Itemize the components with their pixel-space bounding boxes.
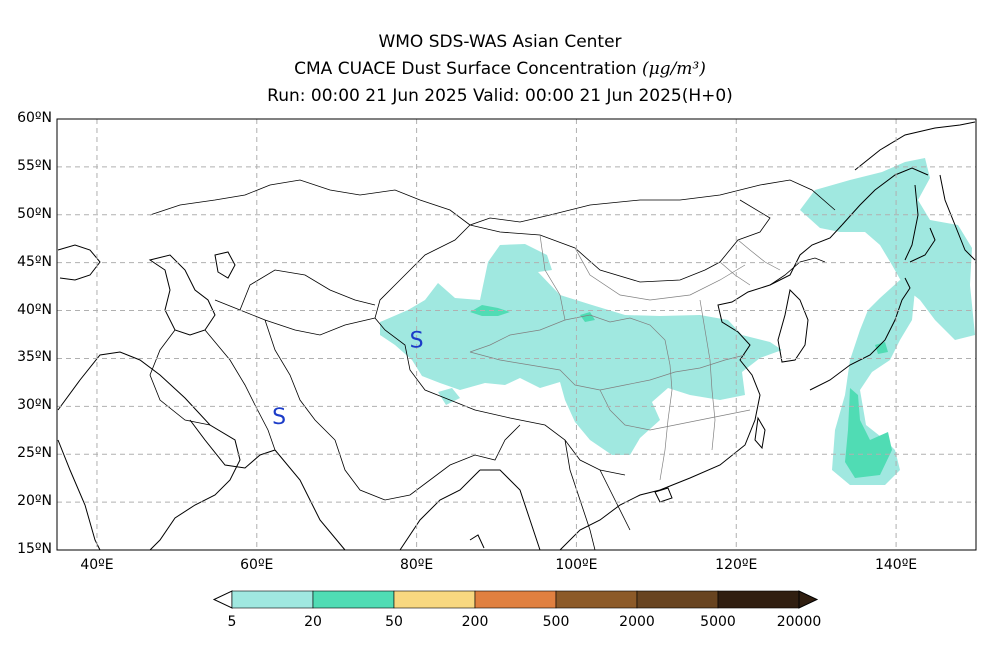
coast-sri-lanka xyxy=(469,534,485,549)
dust-shading xyxy=(380,158,975,485)
map-frame xyxy=(56,118,977,551)
prov-tibet-qinghai xyxy=(469,351,601,391)
dust-area-patch-3 xyxy=(438,388,460,405)
lat-label: 20ºN xyxy=(17,493,52,510)
colorbar-bin xyxy=(636,590,719,609)
coast-okhotsk xyxy=(841,167,976,261)
title-unit: (μg/m³) xyxy=(642,59,706,79)
lon-label: 40ºE xyxy=(80,557,114,573)
colorbar-tick-label: 5 xyxy=(227,614,237,630)
lon-label: 100ºE xyxy=(555,557,598,573)
prov-gansu xyxy=(564,314,666,341)
title-variable: CMA CUACE Dust Surface Concentration xyxy=(294,59,642,79)
prov-inner-mongolia xyxy=(574,247,746,301)
colorbar-under-arrow xyxy=(212,590,233,609)
colorbar xyxy=(212,590,819,609)
prov-south xyxy=(599,389,751,431)
border-iran-afghan xyxy=(149,329,276,451)
lon-label: 60ºE xyxy=(240,557,274,573)
dust-area-patch-1 xyxy=(580,312,595,322)
coast-red-sea xyxy=(57,439,101,551)
lat-label: 45ºN xyxy=(17,253,52,270)
coast-bay-bengal xyxy=(480,469,541,551)
lat-label: 35ºN xyxy=(17,349,52,366)
prov-xinjiang-east xyxy=(469,234,566,353)
border-central-asia xyxy=(214,269,376,441)
coast-aral xyxy=(214,251,236,279)
lat-lon-grid xyxy=(57,119,976,550)
colorbar-tick-label: 20000 xyxy=(776,614,822,630)
colorbar-tick-label: 200 xyxy=(461,614,489,630)
country-borders xyxy=(149,179,836,551)
colorbar-bin xyxy=(717,590,800,609)
colorbar-bin xyxy=(474,590,557,609)
lat-label: 30ºN xyxy=(17,397,52,414)
dust-area-central-asia xyxy=(380,244,782,455)
coast-korea xyxy=(777,288,809,363)
coast-taiwan xyxy=(754,416,766,450)
prov-meridional-2 xyxy=(699,299,716,451)
lat-label: 55ºN xyxy=(17,157,52,174)
lat-label: 25ºN xyxy=(17,445,52,462)
province-borders xyxy=(469,234,781,481)
border-indochina xyxy=(564,439,631,551)
title-line-1: WMO SDS-WAS Asian Center xyxy=(378,32,622,52)
coast-gulf-arabia xyxy=(189,419,276,469)
title-line-3: Run: 00:00 21 Jun 2025 Valid: 00:00 21 J… xyxy=(267,86,733,106)
colorbar-tick-label: 500 xyxy=(542,614,570,630)
colorbar-tick-label: 5000 xyxy=(700,614,736,630)
prov-meridional-1 xyxy=(659,339,673,481)
border-russia-kazakh xyxy=(149,179,836,226)
colorbar-tick-label: 50 xyxy=(385,614,403,630)
lat-label: 15ºN xyxy=(17,541,52,557)
lon-label: 140ºE xyxy=(874,557,918,573)
colorbar-bin xyxy=(555,590,638,609)
border-north-korea xyxy=(769,257,826,286)
coast-india xyxy=(274,449,481,551)
colorbar-bin xyxy=(393,590,476,609)
lon-label: 120ºE xyxy=(715,557,758,573)
coast-japan xyxy=(809,227,936,391)
storm-marker: S xyxy=(410,328,424,353)
storm-marker: S xyxy=(272,405,286,430)
lat-label: 60ºN xyxy=(17,110,52,126)
border-india xyxy=(334,424,521,501)
coast-black-sea xyxy=(57,244,101,281)
prov-northeast xyxy=(719,239,781,286)
coast-caspian xyxy=(148,254,216,336)
dust-area-japan-core xyxy=(845,388,892,478)
colorbar-over-arrow xyxy=(798,590,819,609)
title-line-2: CMA CUACE Dust Surface Concentration (μg… xyxy=(0,59,1000,79)
colorbar-bin xyxy=(312,590,395,609)
coast-southeast-asia xyxy=(559,224,843,551)
dust-area-patch-2 xyxy=(875,342,888,354)
lon-label: 80ºE xyxy=(399,557,434,573)
storm-markers: SS xyxy=(272,328,423,430)
lat-label: 40ºN xyxy=(17,301,52,318)
coast-arctic-east xyxy=(854,121,976,171)
dust-area-far-east-north xyxy=(800,158,975,340)
prov-central xyxy=(599,354,746,391)
colorbar-tick-label: 20 xyxy=(304,614,322,630)
coast-hainan xyxy=(654,487,673,503)
colorbar-tick-label: 2000 xyxy=(619,614,655,630)
coast-mediterranean-arabia xyxy=(57,351,241,551)
colorbar-bin xyxy=(231,590,314,609)
lat-label: 50ºN xyxy=(17,205,52,222)
